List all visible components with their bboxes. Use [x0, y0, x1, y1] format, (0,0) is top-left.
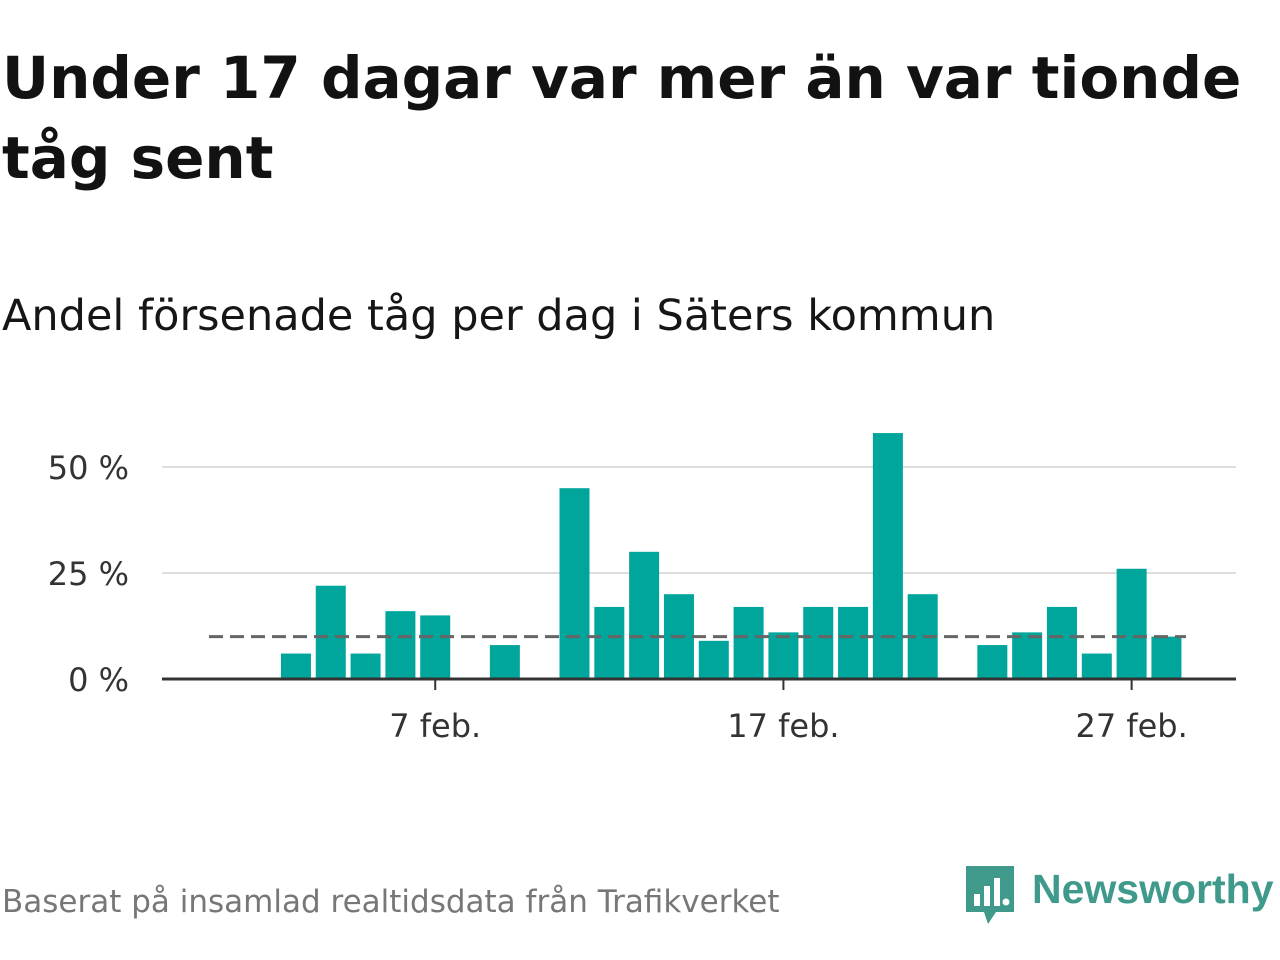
- x-tick-label: 7 feb.: [389, 707, 481, 745]
- bar: [977, 645, 1008, 679]
- bar: [1012, 632, 1043, 679]
- bar: [629, 551, 660, 679]
- bar: [768, 632, 799, 679]
- chart-subtitle: Andel försenade tåg per dag i Säters kom…: [2, 291, 996, 341]
- bar: [315, 585, 346, 679]
- bar: [420, 615, 451, 679]
- x-tick-label: 27 feb.: [1075, 707, 1187, 745]
- bar: [1046, 606, 1077, 679]
- brand-logo: Newsworthy: [962, 864, 1274, 928]
- bar: [385, 611, 416, 679]
- bar: [489, 645, 520, 679]
- chart-title: Under 17 dagar var mer än var tionde tåg…: [2, 44, 1242, 192]
- bar: [594, 606, 625, 679]
- bar: [1151, 636, 1182, 679]
- y-tick-label: 50 %: [48, 449, 129, 487]
- bar: [350, 653, 381, 679]
- newsworthy-logo-icon: [966, 866, 1014, 924]
- bar: [1081, 653, 1112, 679]
- y-tick-label: 25 %: [48, 555, 129, 593]
- bar: [872, 433, 903, 679]
- bar: [803, 606, 834, 679]
- bar: [1116, 568, 1147, 679]
- bar: [733, 606, 764, 679]
- y-tick-label: 0 %: [68, 661, 129, 699]
- source-note: Baserat på insamlad realtidsdata från Tr…: [2, 884, 780, 920]
- bar-chart: 0 % 25 % 50 % 7 feb. 17 feb. 27 feb.: [48, 433, 1236, 745]
- bar: [698, 640, 729, 679]
- x-tick-label: 17 feb.: [727, 707, 839, 745]
- bar: [559, 488, 590, 679]
- brand-name: Newsworthy: [1032, 866, 1274, 912]
- bar: [280, 653, 311, 679]
- bar: [838, 606, 869, 679]
